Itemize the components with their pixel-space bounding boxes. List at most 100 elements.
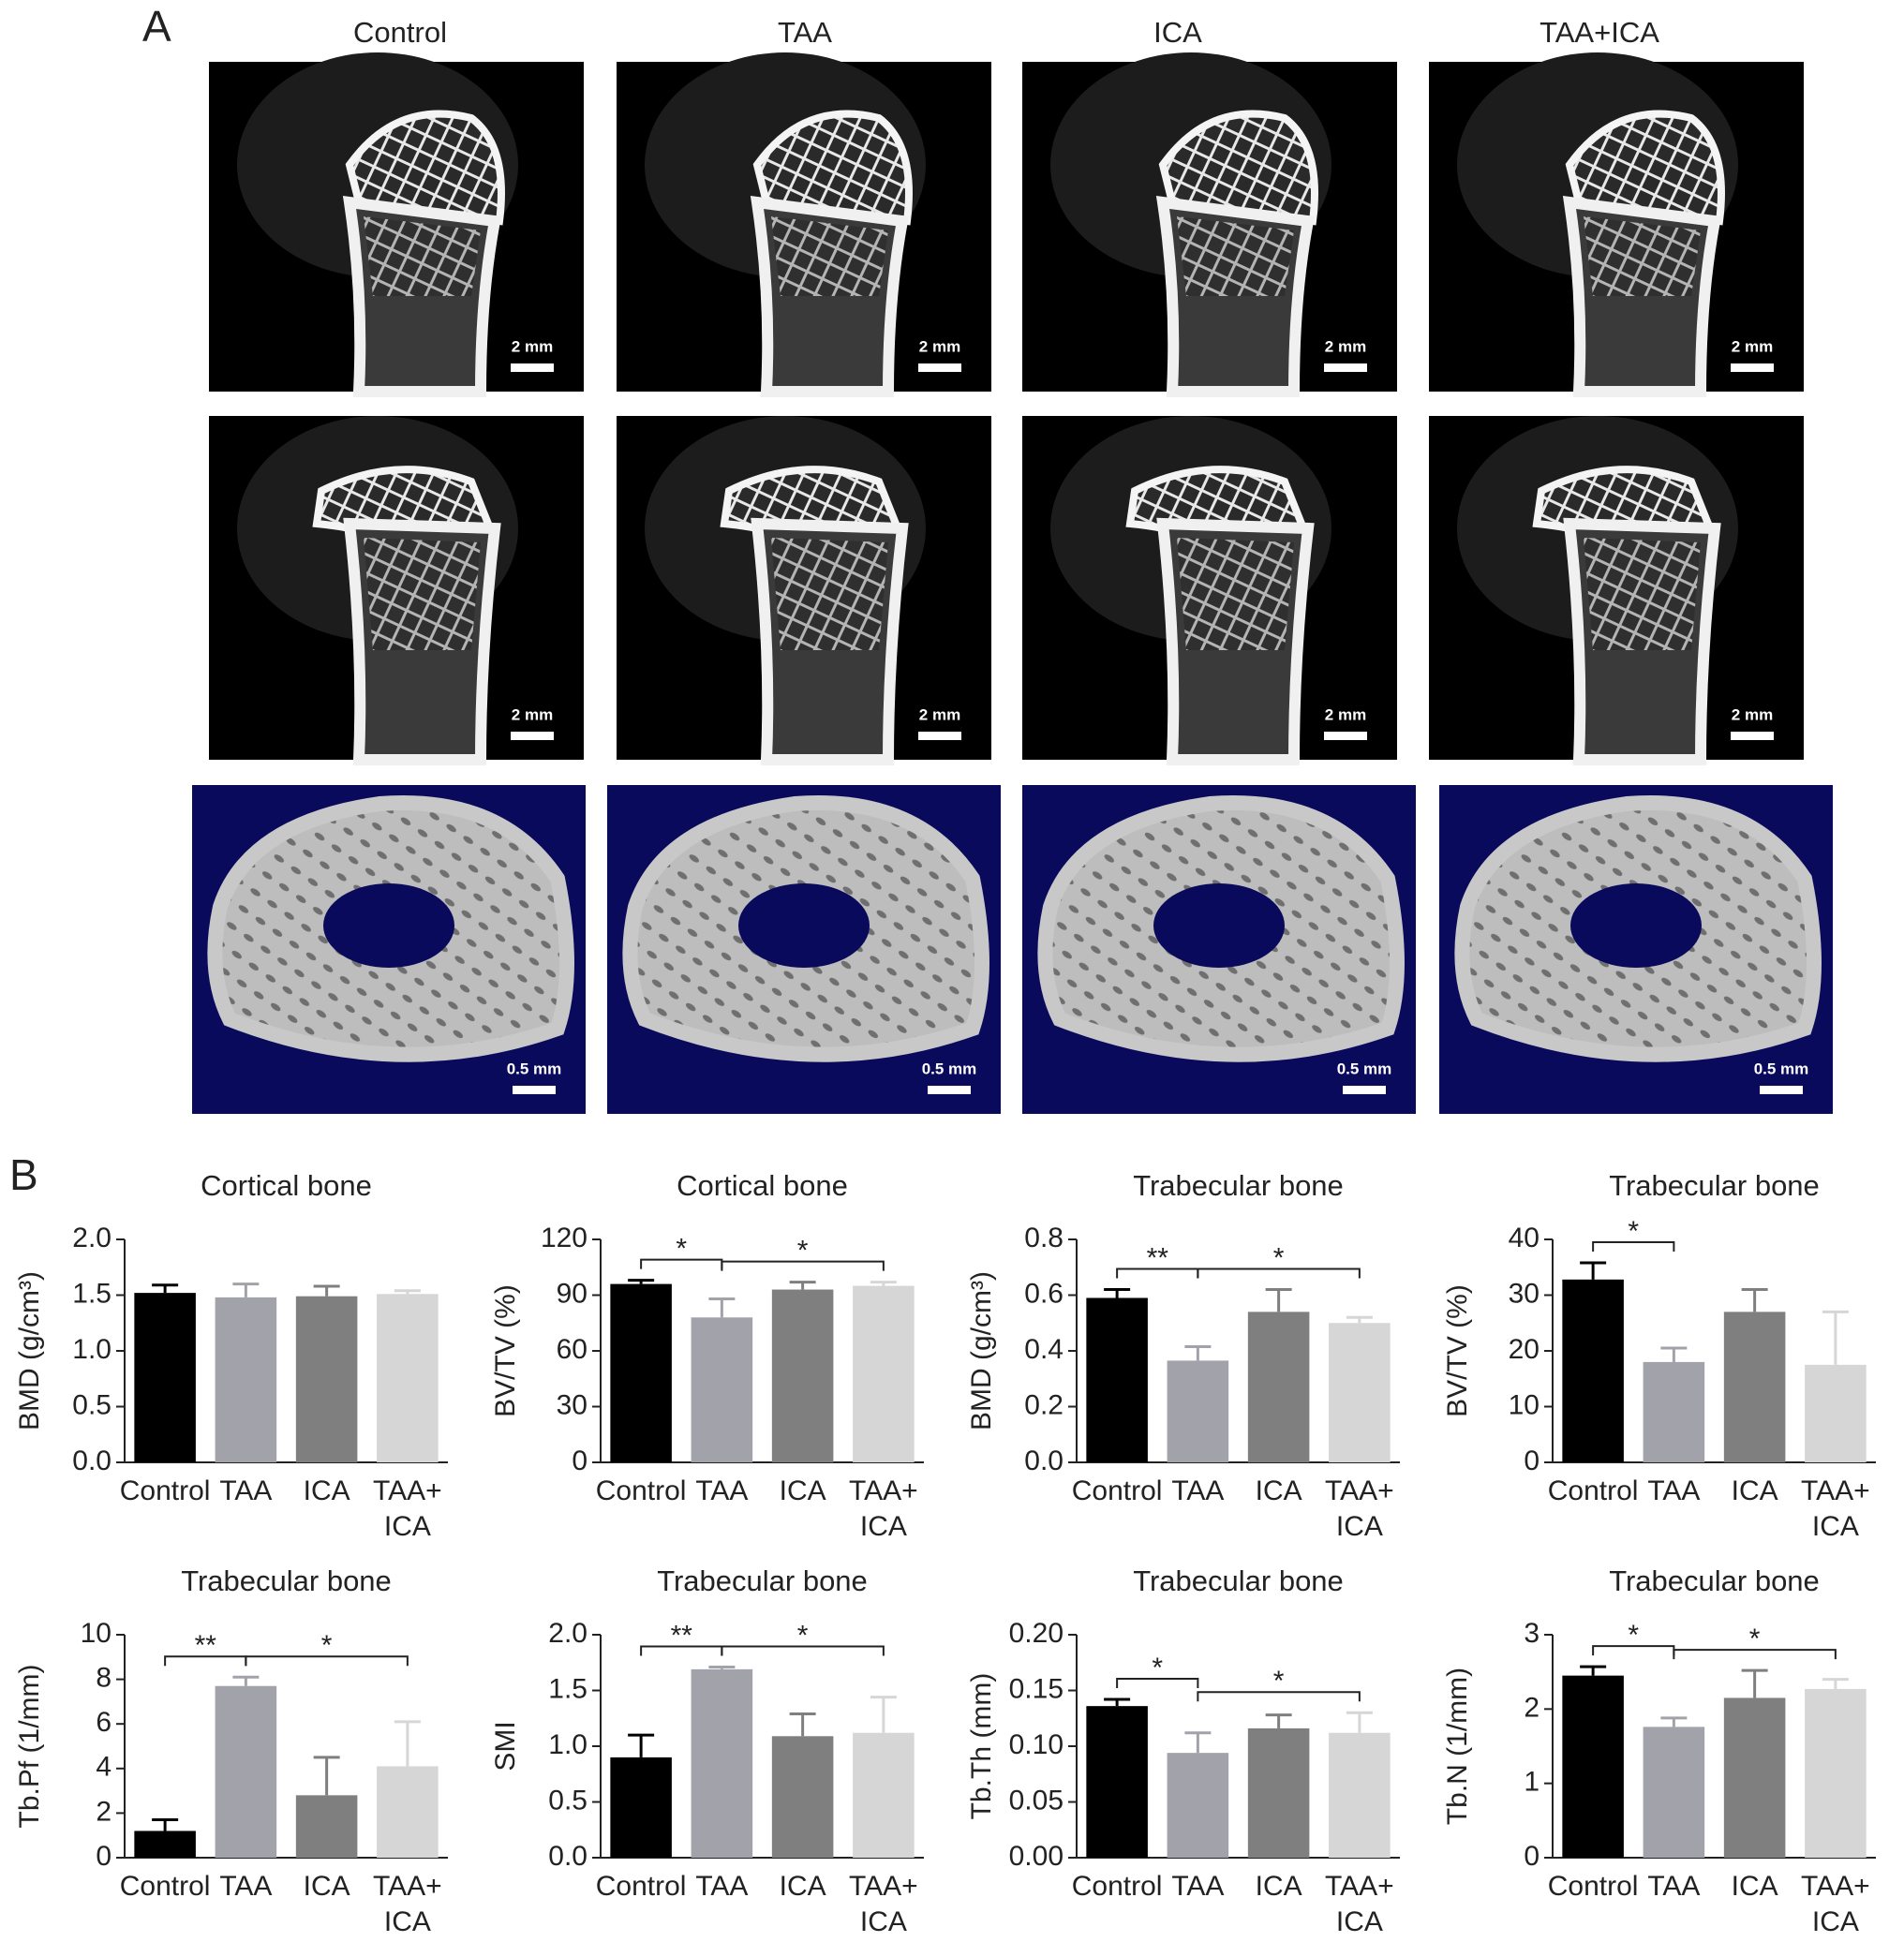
error-bar	[628, 1733, 655, 1757]
y-axis-label: Tb.Th (mm)	[966, 1673, 997, 1820]
y-axis-label: SMI	[490, 1721, 521, 1771]
bar	[1167, 1753, 1229, 1858]
scale-bar-label: 2 mm	[1325, 705, 1366, 723]
y-axis-label: BV/TV (%)	[490, 1284, 521, 1417]
bar	[1643, 1361, 1705, 1462]
bar	[853, 1285, 915, 1462]
y-tick-label: 2.0	[72, 1223, 112, 1253]
y-tick-label: 0.00	[1009, 1841, 1064, 1872]
significance-bracket	[721, 1645, 885, 1656]
x-tick-label: TAA+ ICA	[1801, 1475, 1870, 1542]
chart-title: Cortical bone	[677, 1169, 848, 1202]
x-tick-label: TAA	[219, 1475, 272, 1506]
y-tick-label: 1.0	[72, 1334, 112, 1365]
x-tick-label: TAA	[695, 1871, 748, 1902]
x-tick-label: ICA	[304, 1871, 350, 1902]
error-bar	[313, 1756, 340, 1796]
significance-label: *	[797, 1620, 809, 1651]
ct-image: 2 mm	[1022, 52, 1397, 397]
x-tick-label: Control	[596, 1871, 687, 1902]
y-tick-label: 1.5	[72, 1278, 112, 1309]
error-bar	[1660, 1716, 1688, 1727]
error-bar	[1265, 1288, 1292, 1312]
bar	[610, 1283, 672, 1462]
error-bar	[1265, 1713, 1292, 1728]
column-header: TAA+ICA	[1540, 16, 1659, 49]
y-tick-label: 1.5	[548, 1673, 588, 1704]
error-bar	[313, 1284, 340, 1297]
bar	[295, 1296, 358, 1462]
error-bar	[628, 1279, 655, 1284]
trabecular-zone	[1584, 538, 1701, 650]
x-tick-label: Control	[120, 1475, 211, 1506]
y-axis-label: BMD (g/cm³)	[966, 1271, 997, 1431]
ct-image: 2 mm	[209, 416, 584, 765]
ct-image: 0.5 mm	[192, 785, 586, 1114]
y-tick-label: 8	[96, 1663, 112, 1694]
trabecular-zone	[1177, 216, 1294, 296]
x-tick-label: ICA	[1256, 1475, 1302, 1506]
ct-image: 2 mm	[1429, 416, 1804, 765]
column-header: TAA	[778, 16, 832, 49]
scale-bar	[1731, 732, 1774, 740]
significance-bracket	[721, 1260, 885, 1271]
x-tick-label: ICA	[780, 1871, 826, 1902]
significance-bracket	[1673, 1649, 1837, 1660]
significance-bracket	[245, 1655, 409, 1667]
bar	[691, 1668, 753, 1858]
scale-bar-label: 2 mm	[1732, 705, 1773, 723]
bar	[1643, 1727, 1705, 1858]
scale-bar	[1760, 1086, 1803, 1094]
scale-bar-label: 0.5 mm	[507, 1060, 562, 1077]
x-tick-label: TAA	[1647, 1871, 1700, 1902]
error-bar	[789, 1281, 816, 1290]
ct-image: 0.5 mm	[607, 785, 1001, 1114]
marrow-cavity	[738, 883, 870, 968]
trabecular-zone	[364, 538, 481, 650]
bone-head	[1565, 110, 1725, 226]
scale-bar-label: 2 mm	[919, 705, 960, 723]
scale-bar-label: 0.5 mm	[1337, 1060, 1392, 1077]
x-tick-label: TAA	[1171, 1871, 1224, 1902]
x-tick-label: TAA	[695, 1475, 748, 1506]
ct-image: 2 mm	[1022, 416, 1397, 765]
y-tick-label: 2	[1524, 1692, 1540, 1723]
scale-bar	[1731, 363, 1774, 372]
bar	[853, 1732, 915, 1858]
bar	[1086, 1297, 1148, 1462]
x-tick-label: TAA+ ICA	[1801, 1871, 1870, 1937]
y-tick-label: 2	[96, 1796, 112, 1827]
x-tick-label: ICA	[1256, 1871, 1302, 1902]
y-tick-label: 90	[557, 1278, 588, 1309]
bone-head	[345, 110, 505, 226]
error-bar	[232, 1282, 260, 1297]
y-tick-label: 30	[557, 1389, 588, 1420]
y-axis-label: BV/TV (%)	[1442, 1284, 1473, 1417]
chart-title: Trabecular bone	[1609, 1564, 1820, 1597]
y-tick-label: 0.0	[548, 1841, 588, 1872]
error-bar	[1822, 1310, 1849, 1365]
bar	[134, 1293, 196, 1462]
bar	[1805, 1688, 1867, 1858]
x-tick-label: Control	[120, 1871, 211, 1902]
bar	[215, 1297, 277, 1462]
scale-bar	[928, 1086, 971, 1094]
ct-image: 2 mm	[617, 52, 991, 397]
bar	[1723, 1312, 1786, 1462]
x-tick-label: Control	[1548, 1871, 1639, 1902]
y-tick-label: 0.2	[1024, 1389, 1064, 1420]
x-tick-label: Control	[1072, 1871, 1163, 1902]
y-tick-label: 20	[1509, 1334, 1540, 1365]
y-tick-label: 4	[96, 1752, 112, 1783]
chart-title: Trabecular bone	[657, 1564, 868, 1597]
error-bar	[1580, 1665, 1607, 1676]
column-header: ICA	[1153, 16, 1202, 49]
y-tick-label: 2.0	[548, 1618, 588, 1649]
ct-image: 0.5 mm	[1022, 785, 1416, 1114]
bar	[377, 1294, 439, 1462]
significance-label: *	[1628, 1620, 1639, 1651]
bar	[1247, 1312, 1310, 1462]
y-axis-label: Tb.N (1/mm)	[1442, 1668, 1473, 1825]
ct-image: 0.5 mm	[1439, 785, 1833, 1114]
